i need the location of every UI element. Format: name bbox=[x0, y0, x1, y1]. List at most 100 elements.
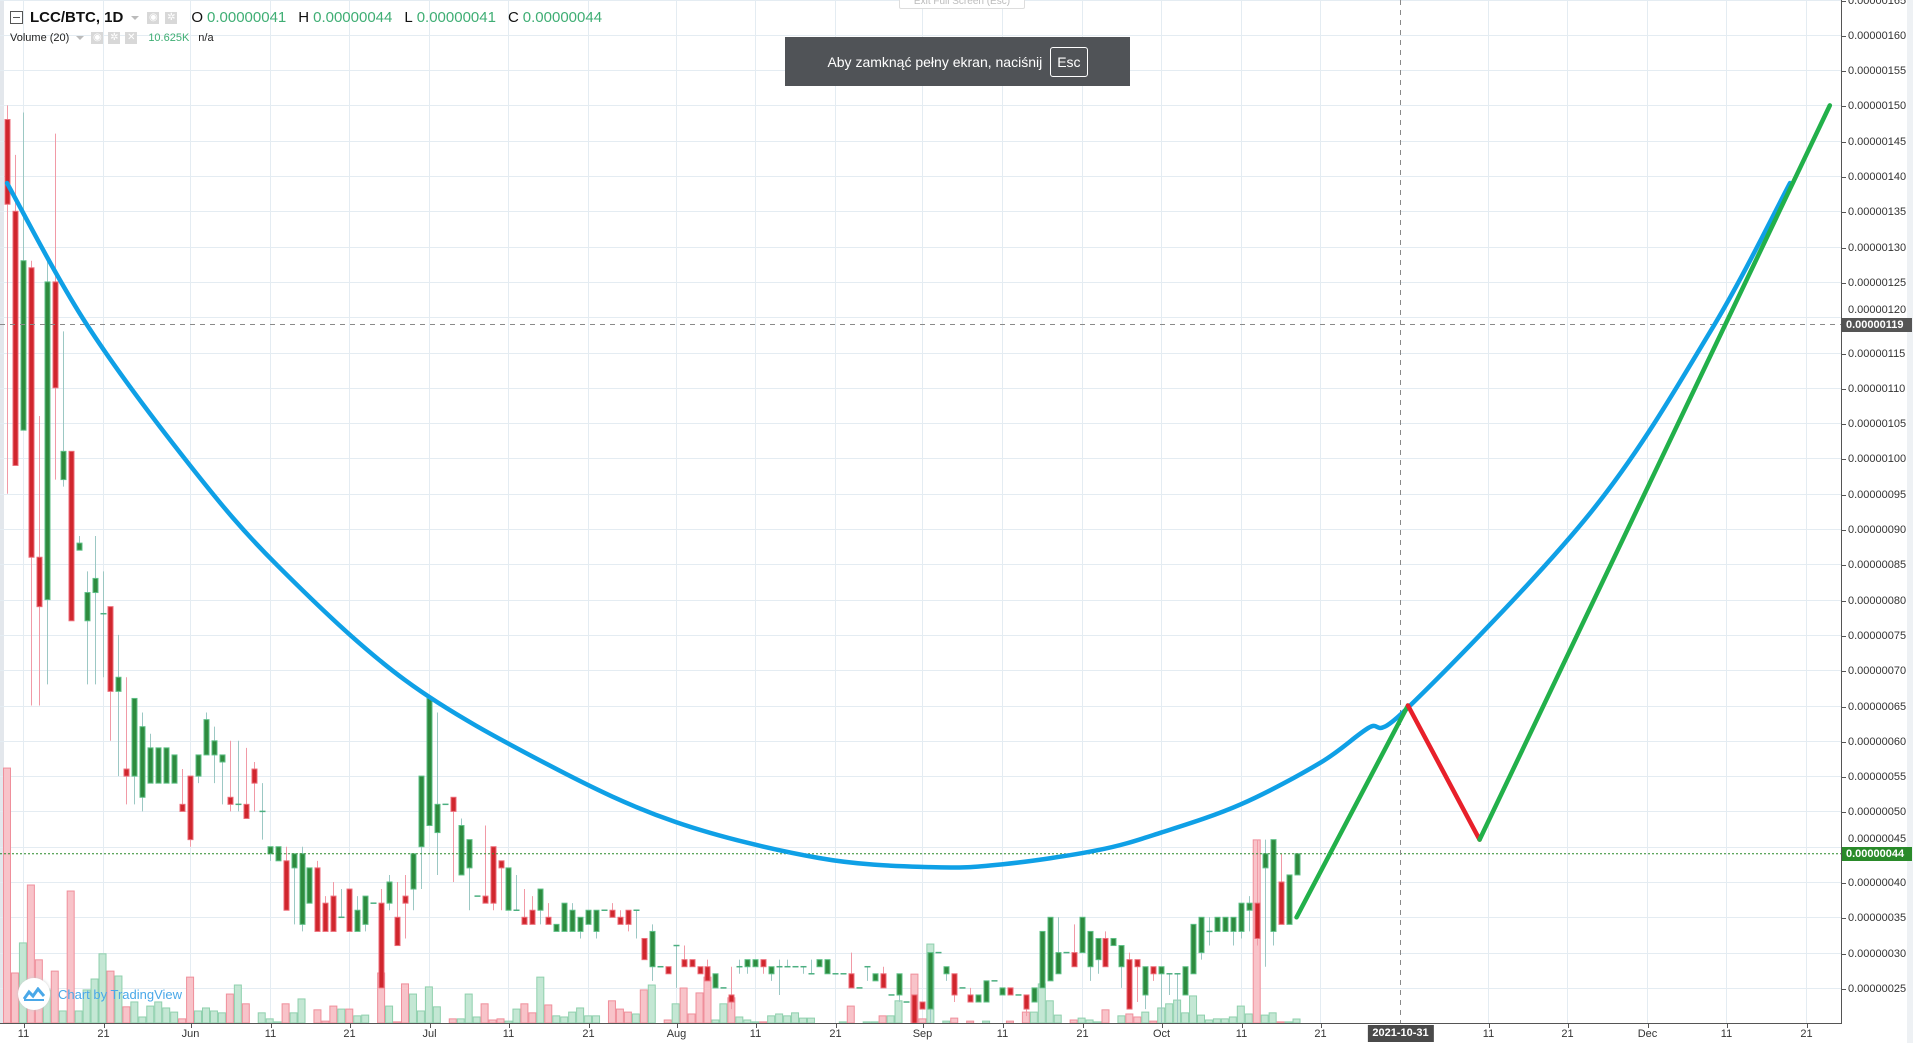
time-axis[interactable]: 11 21 Jun 11 21 Jul 11 21 Aug 11 21 Sep 11 21 Oct 11 21 1… bbox=[0, 1023, 1842, 1044]
volume-bar bbox=[623, 1011, 632, 1023]
volume-bar bbox=[1029, 1011, 1038, 1023]
volume-bar bbox=[1197, 1014, 1205, 1023]
time-tick-mark bbox=[1082, 1024, 1084, 1028]
price-tick-mark bbox=[1842, 706, 1846, 708]
candle-body bbox=[1007, 987, 1014, 996]
time-tick-label: 11 bbox=[17, 1028, 30, 1040]
candle-body bbox=[1142, 966, 1149, 996]
volume-bar bbox=[1260, 1014, 1269, 1023]
price-tick-mark bbox=[1842, 70, 1846, 72]
volume-title[interactable]: Volume (20) bbox=[10, 32, 70, 44]
volume-bar bbox=[544, 1004, 553, 1023]
chevron-down-icon[interactable] bbox=[76, 36, 85, 40]
volume-bar bbox=[416, 1010, 425, 1023]
volume-bar bbox=[560, 1016, 569, 1023]
price-tick-label: 0.00000090 bbox=[1848, 523, 1907, 536]
price-tick-mark bbox=[1842, 953, 1846, 955]
price-tick-mark bbox=[1842, 670, 1846, 672]
candle-body bbox=[498, 860, 505, 869]
candle-body bbox=[346, 888, 353, 932]
gear-icon[interactable]: ✲ bbox=[108, 32, 121, 44]
volume-bar bbox=[281, 1003, 290, 1023]
time-tick-mark bbox=[1002, 1024, 1004, 1028]
price-tick-label: 0.00000030 bbox=[1848, 947, 1907, 960]
candle-body bbox=[306, 867, 313, 904]
price-tick-label: 0.00000115 bbox=[1848, 347, 1906, 360]
watermark-text: Chart by TradingView bbox=[58, 986, 183, 1002]
candle-body bbox=[12, 210, 19, 466]
volume-bar bbox=[1117, 1015, 1126, 1023]
close-icon[interactable]: ✕ bbox=[125, 32, 138, 44]
volume-bar bbox=[273, 1021, 282, 1023]
high-label: H bbox=[298, 9, 310, 26]
collapse-icon[interactable] bbox=[10, 11, 23, 24]
candle-body bbox=[697, 966, 704, 975]
volume-bar bbox=[711, 1019, 720, 1023]
high-value: 0.00000044 bbox=[313, 9, 393, 26]
price-tick-mark bbox=[1842, 247, 1846, 249]
price-tick-mark bbox=[1842, 494, 1846, 496]
volume-bar bbox=[783, 1015, 792, 1023]
eye-icon[interactable]: ◉ bbox=[91, 32, 104, 44]
chart-pane[interactable] bbox=[0, 0, 1841, 1023]
candle-body bbox=[1110, 937, 1117, 947]
time-tick-mark bbox=[1320, 1024, 1322, 1028]
candle-body bbox=[482, 895, 489, 904]
eye-icon[interactable]: ◉ bbox=[147, 11, 160, 24]
candle-body bbox=[553, 923, 560, 932]
time-tick-mark bbox=[922, 1024, 924, 1028]
price-tick-mark bbox=[1842, 600, 1846, 602]
price-tick-label: 0.00000100 bbox=[1848, 452, 1907, 465]
chevron-down-icon[interactable] bbox=[131, 15, 140, 20]
candle-body bbox=[824, 959, 831, 975]
candle-body bbox=[943, 966, 950, 975]
volume-bar bbox=[1069, 1019, 1078, 1023]
symbol-title[interactable]: LCC/BTC, 1D bbox=[30, 9, 124, 26]
price-tick-mark bbox=[1842, 282, 1846, 284]
candle-body bbox=[537, 888, 544, 911]
price-tick-label: 0.00000105 bbox=[1848, 417, 1907, 430]
trend-line-drawing bbox=[1477, 103, 1833, 842]
price-tick-mark bbox=[1842, 105, 1846, 107]
exit-fullscreen-button[interactable]: Exit Full Screen (Esc) bbox=[899, 0, 1025, 9]
open-label: O bbox=[191, 9, 204, 26]
volume-bar bbox=[584, 1015, 593, 1023]
price-tick-mark bbox=[1842, 988, 1846, 990]
volume-bar bbox=[1021, 1011, 1030, 1023]
time-tick-label: 11 bbox=[749, 1028, 762, 1040]
gear-icon[interactable]: ✲ bbox=[165, 11, 178, 24]
candle-body bbox=[1230, 916, 1237, 932]
volume-bar bbox=[337, 1008, 346, 1023]
volume-bar bbox=[695, 992, 704, 1023]
left-edge bbox=[0, 0, 4, 1043]
time-tick-label: 21 bbox=[97, 1028, 110, 1040]
volume-bar bbox=[631, 1013, 640, 1023]
low-label: L bbox=[404, 9, 413, 26]
candle-body bbox=[362, 895, 369, 925]
candle-body bbox=[1087, 930, 1094, 968]
price-tick-mark bbox=[1842, 529, 1846, 531]
candle-body bbox=[299, 853, 306, 925]
candle-body bbox=[458, 825, 465, 876]
candle-body bbox=[418, 775, 425, 848]
volume-bar bbox=[767, 1015, 776, 1023]
candle-body bbox=[450, 796, 457, 812]
time-tick-mark bbox=[1647, 1024, 1649, 1028]
price-tick-label: 0.00000150 bbox=[1848, 99, 1907, 112]
volume-bar bbox=[520, 1003, 529, 1023]
candle-body bbox=[1023, 994, 1030, 1010]
candle-body bbox=[1286, 874, 1293, 925]
candle-body bbox=[752, 959, 759, 968]
price-tick-mark bbox=[1842, 0, 1846, 2]
candle-body bbox=[704, 966, 711, 982]
volume-bar bbox=[456, 1018, 465, 1023]
time-tick-mark bbox=[190, 1024, 192, 1028]
candle-body bbox=[227, 796, 234, 805]
price-axis[interactable]: 0.00000025 0.00000030 0.00000035 0.00000040… bbox=[1841, 0, 1913, 1023]
time-tick-mark bbox=[103, 1024, 105, 1028]
price-tick-label: 0.00000140 bbox=[1848, 170, 1907, 183]
tradingview-watermark[interactable]: Chart by TradingView bbox=[18, 978, 182, 1010]
time-tick-mark bbox=[349, 1024, 351, 1028]
candle-body bbox=[689, 959, 696, 968]
volume-bar bbox=[361, 1014, 370, 1023]
